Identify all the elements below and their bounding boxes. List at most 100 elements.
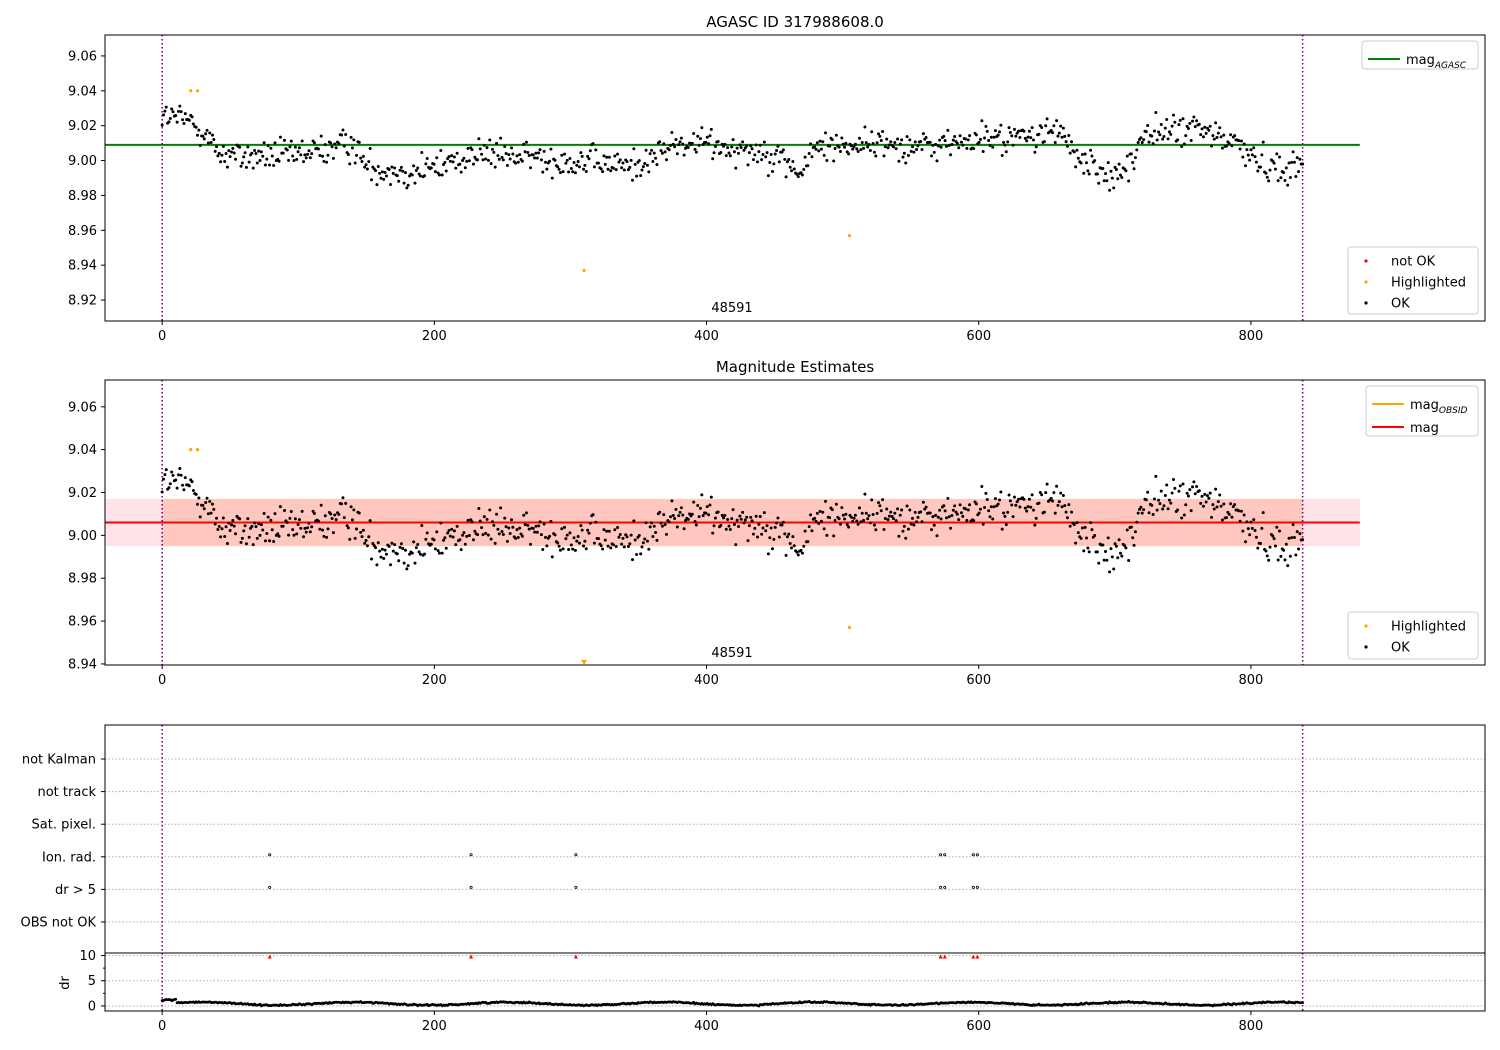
ok-point: [1250, 153, 1254, 157]
ok-point: [378, 549, 382, 553]
ok-point: [277, 159, 281, 163]
ok-point: [325, 535, 329, 539]
dr-capped-marker: [975, 954, 980, 959]
ok-point: [787, 532, 791, 536]
ok-point: [795, 172, 799, 176]
ok-point: [541, 170, 545, 174]
ok-point: [334, 146, 338, 150]
ok-point: [202, 137, 206, 141]
magnitude-axis-ticks: 0 200 400 600 8008.948.968.989.009.029.049.0…: [68, 400, 1263, 688]
ok-point: [461, 533, 465, 537]
ok-point: [1272, 161, 1276, 165]
flag-point: [574, 885, 578, 889]
ok-point: [399, 542, 403, 546]
ok-point: [1273, 167, 1277, 171]
dr-capped-marker: [942, 954, 947, 959]
flag-point: [971, 885, 975, 889]
ok-point: [1125, 528, 1129, 532]
ok-point: [238, 517, 242, 521]
ok-point: [629, 533, 633, 537]
ok-point: [1000, 153, 1004, 157]
ok-point: [425, 157, 429, 161]
ok-point: [1017, 497, 1021, 501]
ok-point: [1188, 121, 1192, 125]
flag-point: [943, 885, 947, 889]
ok-point: [240, 536, 244, 540]
ok-point: [482, 143, 486, 147]
ok-point: [268, 163, 272, 167]
ok-point: [507, 153, 511, 157]
ok-point: [1017, 129, 1021, 133]
ok-point: [692, 500, 696, 504]
ok-point: [520, 159, 524, 163]
ok-point: [713, 144, 717, 148]
ok-point: [1185, 124, 1189, 128]
ok-point: [342, 516, 346, 520]
ok-point: [579, 524, 583, 528]
ok-point: [1052, 491, 1056, 495]
ok-point: [1256, 546, 1260, 550]
ok-point: [402, 561, 406, 565]
ok-point: [664, 158, 668, 162]
ok-point: [909, 522, 913, 526]
ok-point: [1178, 118, 1182, 122]
ok-point: [253, 148, 257, 152]
ok-point: [242, 529, 246, 533]
ok-point: [958, 134, 962, 138]
ok-point: [1074, 541, 1078, 545]
ok-point: [621, 161, 625, 165]
ok-point: [171, 473, 175, 477]
ok-point: [1238, 147, 1242, 151]
ok-point: [221, 144, 225, 148]
ok-point: [191, 488, 195, 492]
ok-point: [809, 513, 813, 517]
line-legend-box: [1361, 40, 1479, 70]
ok-point: [629, 158, 633, 162]
ok-point: [1287, 161, 1291, 165]
ok-point: [586, 154, 590, 158]
ok-point: [658, 140, 662, 144]
ok-point: [609, 169, 613, 173]
ok-point: [1110, 555, 1114, 559]
ok-point: [958, 503, 962, 507]
ok-point: [1045, 117, 1049, 121]
ok-point: [488, 508, 492, 512]
ok-point: [1090, 154, 1094, 158]
ok-point: [1018, 135, 1022, 139]
ok-point: [964, 507, 968, 511]
ok-point: [210, 133, 214, 137]
ok-point: [819, 519, 823, 523]
ok-point: [1233, 503, 1237, 507]
ok-point: [905, 504, 909, 508]
ok-point: [696, 134, 700, 138]
ok-point: [1182, 513, 1186, 517]
y-tick-label: 9.04: [68, 443, 97, 458]
ok-point: [773, 525, 777, 529]
ok-point: [1109, 547, 1113, 551]
ok-point: [864, 141, 868, 145]
ok-point: [843, 145, 847, 149]
ok-point: [686, 517, 690, 521]
ok-point: [568, 157, 572, 161]
ok-point: [932, 150, 936, 154]
ok-point: [989, 135, 993, 139]
ok-point: [883, 145, 887, 149]
ok-point: [1186, 126, 1190, 130]
ok-point: [792, 167, 796, 171]
ok-point: [1189, 138, 1193, 142]
ok-point: [452, 529, 456, 533]
ok-point: [1229, 502, 1233, 506]
ok-point: [492, 523, 496, 527]
ok-point: [1079, 161, 1083, 165]
ok-point: [542, 522, 546, 526]
ok-point: [999, 123, 1003, 127]
y-tick-label: 8.92: [68, 294, 97, 309]
ok-point: [651, 534, 655, 538]
ok-point: [178, 104, 182, 108]
flag-category-label: not Kalman: [22, 753, 96, 768]
ok-point: [750, 147, 754, 151]
ok-point: [223, 535, 227, 539]
ok-point: [1124, 546, 1128, 550]
ok-point: [393, 166, 397, 170]
